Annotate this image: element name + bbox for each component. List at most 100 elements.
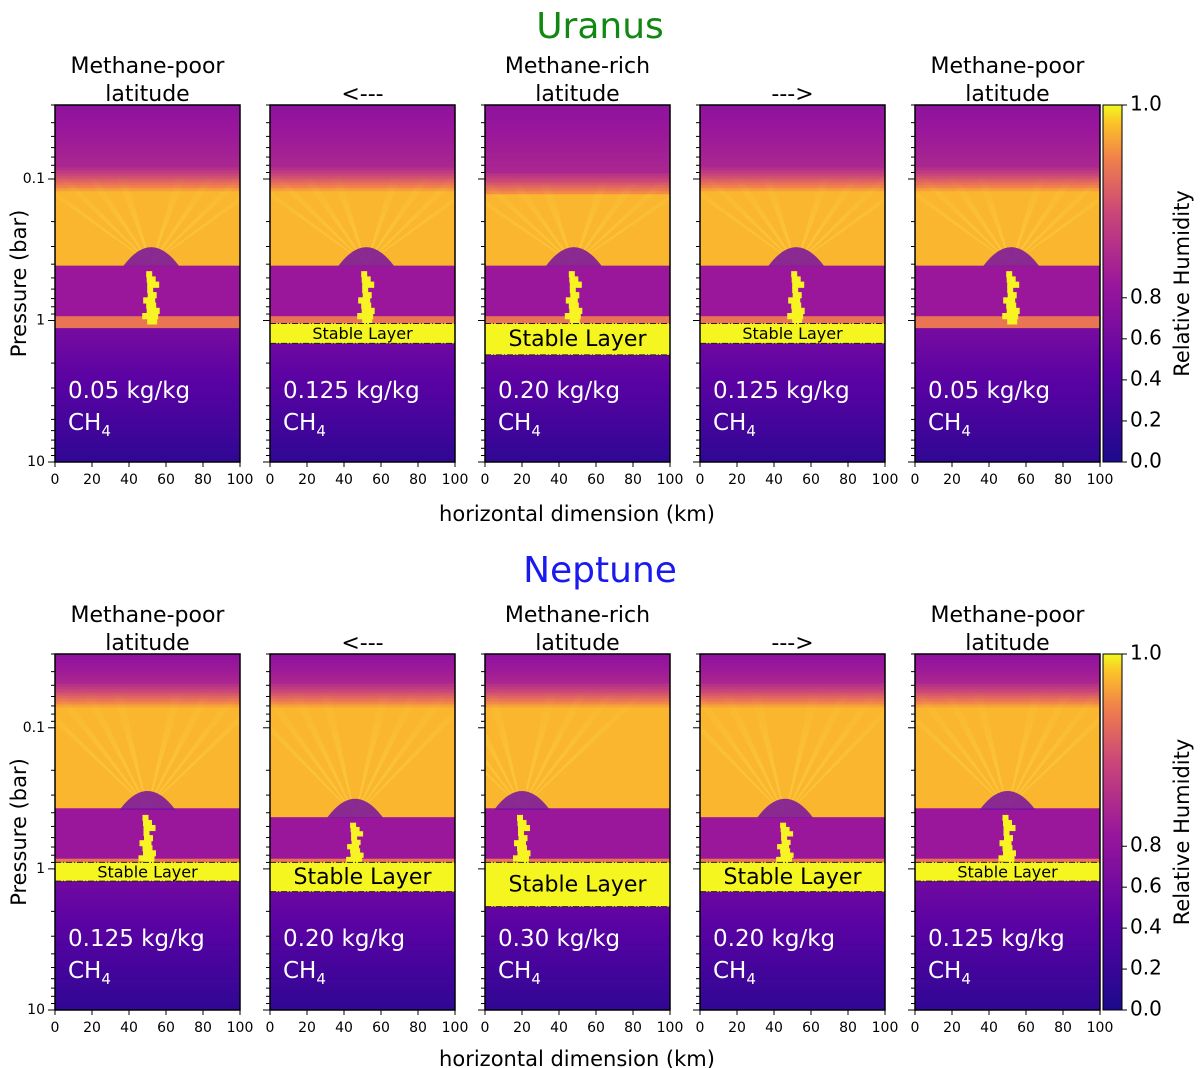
humidity-strip [270, 849, 455, 854]
x-tick-label: 80 [194, 472, 212, 488]
humidity-strip [55, 891, 240, 895]
humidity-strip [270, 244, 455, 249]
humidity-strip [915, 149, 1100, 154]
humidity-strip [270, 375, 455, 380]
wave-ray [270, 724, 356, 816]
wave-ray [1011, 176, 1047, 265]
humidity-strip [55, 760, 240, 765]
wave-ray [301, 176, 367, 265]
humidity-strip [485, 772, 670, 777]
humidity-strip [700, 665, 885, 670]
humidity-strip [485, 354, 670, 359]
humidity-strip [270, 188, 455, 192]
plume-column [1006, 271, 1013, 278]
humidity-strip [915, 328, 1100, 332]
humidity-strip [485, 408, 670, 413]
humidity-strip [55, 980, 240, 984]
panel-title: latitude [965, 631, 1049, 656]
humidity-strip [270, 357, 455, 362]
ch4-value: 0.05 kg/kg [928, 378, 1050, 404]
plume-column [147, 318, 158, 325]
humidity-strip [485, 113, 670, 118]
humidity-strip [55, 677, 240, 682]
humidity-strip [485, 122, 670, 127]
humidity-strip [270, 695, 455, 700]
humidity-strip [915, 191, 1100, 195]
humidity-strip [700, 140, 885, 145]
humidity-strip [915, 411, 1100, 415]
humidity-strip [700, 215, 885, 219]
humidity-strip [700, 399, 885, 404]
humidity-strip [55, 944, 240, 949]
humidity-strip [915, 444, 1100, 448]
humidity-strip [485, 444, 670, 448]
humidity-strip [485, 426, 670, 430]
wave-ray [147, 714, 240, 808]
plume-column [787, 313, 804, 320]
humidity-strip [485, 995, 670, 999]
ch4-species-text: CH [68, 958, 101, 984]
humidity-strip [485, 105, 670, 109]
humidity-strip [700, 447, 885, 451]
humidity-strip [55, 176, 240, 180]
humidity-strip [485, 956, 670, 961]
x-tick-label: 40 [120, 1020, 138, 1036]
humidity-strip [485, 381, 670, 386]
plume-column [1003, 819, 1012, 827]
stable-layer-label: Stable Layer [742, 324, 843, 343]
humidity-strip [55, 900, 240, 904]
humidity-strip [700, 710, 885, 714]
humidity-strip [55, 212, 240, 216]
humidity-strip [915, 760, 1100, 765]
humidity-strip [270, 131, 455, 136]
humidity-strip [270, 965, 455, 970]
humidity-strip [700, 1004, 885, 1008]
wave-ray [573, 181, 609, 265]
humidity-strip [700, 748, 885, 753]
humidity-strip [485, 947, 670, 952]
wave-ray [366, 196, 455, 265]
humidity-strip [700, 915, 885, 919]
humidity-strip [700, 200, 885, 204]
humidity-strip [915, 944, 1100, 949]
humidity-strip [700, 170, 885, 175]
wave-ray [366, 176, 402, 265]
humidity-strip [55, 935, 240, 940]
humidity-strip [700, 345, 885, 350]
humidity-strip [915, 366, 1100, 371]
wave-ray [147, 692, 183, 808]
plume-column [565, 297, 578, 304]
stable-layer-label: Stable Layer [293, 865, 432, 890]
humidity-strip [270, 974, 455, 978]
humidity-strip [915, 343, 1100, 347]
humidity-strip [700, 695, 885, 700]
humidity-strip [915, 737, 1100, 741]
humidity-strip [915, 665, 1100, 670]
humidity-strip [915, 932, 1100, 937]
humidity-strip [270, 956, 455, 961]
wave-ray [915, 692, 1008, 808]
humidity-strip [270, 763, 455, 768]
humidity-strip [485, 858, 670, 863]
humidity-strip [270, 110, 455, 115]
plume-column [776, 856, 793, 863]
humidity-strip [915, 194, 1100, 198]
humidity-strip [700, 834, 885, 839]
humidity-strip [55, 241, 240, 246]
wave-ray [485, 770, 522, 808]
plume-column [781, 835, 788, 841]
humidity-strip [55, 722, 240, 726]
plume-column [350, 852, 364, 858]
plume-anvil [327, 798, 384, 818]
humidity-strip [270, 941, 455, 946]
x-tick-label: 0 [266, 472, 275, 488]
plume-column [514, 840, 526, 847]
humidity-strip [485, 218, 670, 222]
humidity-strip [915, 351, 1100, 356]
humidity-strip [55, 737, 240, 741]
humidity-strip [485, 935, 670, 940]
humidity-strip [915, 671, 1100, 676]
plume-column [1007, 318, 1018, 325]
humidity-strip [485, 743, 670, 747]
humidity-strip [700, 980, 885, 984]
